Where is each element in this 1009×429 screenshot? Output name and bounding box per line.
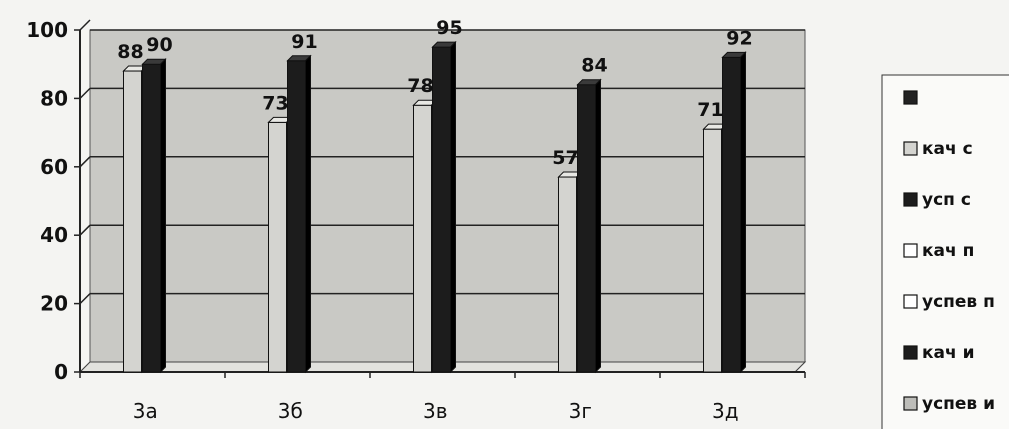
x-tick-label-1: 3б xyxy=(278,399,303,423)
gridline-diagonal xyxy=(79,19,91,31)
bar-2-4 xyxy=(722,56,741,373)
bar-side-2-4 xyxy=(740,51,746,374)
bar-2-3 xyxy=(577,84,596,373)
gridline-diagonal xyxy=(79,224,91,236)
data-label-2-4: 92 xyxy=(726,27,752,49)
legend-swatch-0 xyxy=(903,90,918,105)
data-label-1-1: 73 xyxy=(262,92,288,114)
bar-side-2-2 xyxy=(450,40,456,374)
legend-box xyxy=(881,74,1009,429)
gridline-diagonal xyxy=(79,87,91,99)
gridline-diagonal xyxy=(79,293,91,305)
data-label-1-3: 57 xyxy=(552,147,578,169)
y-tick-label: 20 xyxy=(40,292,68,316)
legend-label-6: успев и xyxy=(922,394,995,414)
legend-swatch-2 xyxy=(903,192,918,207)
bar-1-4 xyxy=(703,128,722,373)
data-label-2-3: 84 xyxy=(581,55,607,77)
x-tick-label-2: 3в xyxy=(423,399,448,423)
data-label-2-1: 91 xyxy=(291,31,317,53)
data-label-1-4: 71 xyxy=(697,99,723,121)
bar-2-2 xyxy=(432,46,451,373)
x-tick-label-0: 3а xyxy=(133,399,158,423)
legend-swatch-1 xyxy=(903,141,918,156)
legend-swatch-3 xyxy=(903,243,918,258)
bar-side-2-3 xyxy=(595,78,601,374)
legend-label-2: усп с xyxy=(922,190,971,210)
x-tick-label-3: 3г xyxy=(569,399,592,423)
x-tick-label-4: 3д xyxy=(712,399,739,423)
bar-side-2-1 xyxy=(305,54,311,374)
data-label-1-0: 88 xyxy=(117,41,143,63)
y-tick-label: 0 xyxy=(54,360,68,384)
bar-1-3 xyxy=(558,176,577,373)
y-tick-label: 100 xyxy=(26,18,68,42)
bar-1-2 xyxy=(413,104,432,373)
bar-1-0 xyxy=(123,70,142,373)
legend-label-5: кач и xyxy=(922,343,975,363)
bar-2-1 xyxy=(287,60,306,373)
y-tick-label: 40 xyxy=(40,223,68,247)
y-tick-label: 60 xyxy=(40,155,68,179)
legend-label-1: кач с xyxy=(922,139,973,159)
data-label-1-2: 78 xyxy=(407,75,433,97)
bar-1-1 xyxy=(268,121,287,373)
data-label-2-0: 90 xyxy=(146,34,172,56)
legend-label-4: успев п xyxy=(922,292,995,312)
data-label-2-2: 95 xyxy=(436,17,462,39)
bar-side-2-0 xyxy=(160,57,166,374)
legend-swatch-6 xyxy=(903,396,918,411)
legend-swatch-4 xyxy=(903,294,918,309)
legend-label-3: кач п xyxy=(922,241,974,261)
gridline-diagonal xyxy=(79,156,91,168)
bar-2-0 xyxy=(142,63,161,373)
legend-swatch-5 xyxy=(903,345,918,360)
y-tick-label: 80 xyxy=(40,86,68,110)
